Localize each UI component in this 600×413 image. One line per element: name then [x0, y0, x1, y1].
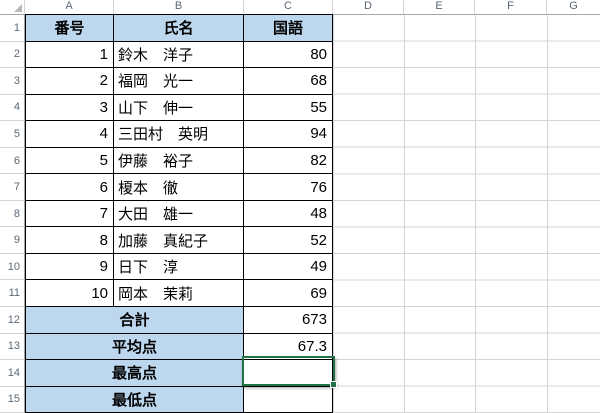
- cell-c6[interactable]: 82: [244, 147, 333, 175]
- select-all-corner[interactable]: [0, 0, 25, 14]
- row-header[interactable]: 2: [0, 42, 24, 69]
- row-header[interactable]: 5: [0, 121, 24, 148]
- row-header-strip: 1 2 3 4 5 6 7 8 9 10 11 12 13 14 15: [0, 15, 25, 413]
- cell-a6[interactable]: 5: [26, 147, 114, 175]
- gridline-vertical: [404, 15, 405, 413]
- cell-a15-merged[interactable]: 最低点: [26, 386, 244, 413]
- cell-c1[interactable]: 国語: [244, 15, 333, 42]
- row-header[interactable]: 14: [0, 360, 24, 387]
- cell-a12-merged[interactable]: 合計: [26, 307, 244, 334]
- column-header-g[interactable]: G: [569, 0, 578, 12]
- row-header[interactable]: 11: [0, 280, 24, 308]
- cell-b4[interactable]: 山下 伸一: [114, 94, 244, 122]
- cell-c4[interactable]: 55: [244, 94, 333, 122]
- cell-c15[interactable]: [244, 386, 333, 413]
- cell-b7[interactable]: 榎本 徹: [114, 174, 244, 201]
- cell-a2[interactable]: 1: [26, 41, 114, 69]
- cell-b3[interactable]: 福岡 光一: [114, 68, 244, 95]
- cell-b6[interactable]: 伊藤 裕子: [114, 147, 244, 175]
- cell-b9[interactable]: 加藤 真紀子: [114, 227, 244, 254]
- cell-c7[interactable]: 76: [244, 174, 333, 201]
- row-header[interactable]: 8: [0, 201, 24, 228]
- cell-c10[interactable]: 49: [244, 253, 333, 281]
- cell-a7[interactable]: 6: [26, 174, 114, 201]
- cell-a11[interactable]: 10: [26, 280, 114, 308]
- row-header[interactable]: 9: [0, 227, 24, 254]
- cell-a9[interactable]: 8: [26, 227, 114, 254]
- column-header-strip: A B C D E F G: [0, 0, 600, 15]
- cell-a5[interactable]: 4: [26, 121, 114, 148]
- gridline-vertical: [475, 15, 476, 413]
- cell-b5[interactable]: 三田村 英明: [114, 121, 244, 148]
- row-header[interactable]: 12: [0, 307, 24, 334]
- cell-c9[interactable]: 52: [244, 227, 333, 254]
- cell-a1[interactable]: 番号: [26, 15, 114, 42]
- cell-b1[interactable]: 氏名: [114, 15, 244, 42]
- cell-a14-merged[interactable]: 最高点: [26, 360, 244, 387]
- selection-box: [242, 356, 337, 388]
- cell-c2[interactable]: 80: [244, 41, 333, 69]
- cell-c11[interactable]: 69: [244, 280, 333, 308]
- cell-c14[interactable]: [244, 360, 333, 387]
- row-header[interactable]: 3: [0, 68, 24, 95]
- row-header[interactable]: 7: [0, 174, 24, 201]
- cell-c8[interactable]: 48: [244, 200, 333, 228]
- column-header-c[interactable]: C: [244, 0, 333, 14]
- cell-a3[interactable]: 2: [26, 68, 114, 95]
- gridline-vertical: [333, 15, 334, 413]
- column-header-a[interactable]: A: [25, 0, 114, 14]
- cell-a8[interactable]: 7: [26, 200, 114, 228]
- row-header[interactable]: 10: [0, 254, 24, 281]
- cell-c3[interactable]: 68: [244, 68, 333, 95]
- cell-a4[interactable]: 3: [26, 94, 114, 122]
- row-header[interactable]: 13: [0, 334, 24, 361]
- row-header[interactable]: 4: [0, 95, 24, 122]
- grade-table: 番号 氏名 国語 1 鈴木 洋子 80 2 福岡 光一 68 3 山下 伸一 5…: [25, 14, 333, 413]
- cell-b10[interactable]: 日下 淳: [114, 253, 244, 281]
- cell-c5[interactable]: 94: [244, 121, 333, 148]
- cell-b11[interactable]: 岡本 茉莉: [114, 280, 244, 308]
- select-all-triangle-icon: [14, 4, 22, 12]
- cell-b8[interactable]: 大田 雄一: [114, 200, 244, 228]
- cell-a13-merged[interactable]: 平均点: [26, 333, 244, 361]
- row-header[interactable]: 15: [0, 387, 24, 413]
- row-header[interactable]: 1: [0, 15, 24, 42]
- row-header[interactable]: 6: [0, 148, 24, 175]
- column-header-d[interactable]: D: [333, 0, 404, 14]
- cell-b2[interactable]: 鈴木 洋子: [114, 41, 244, 69]
- column-header-f[interactable]: F: [475, 0, 547, 14]
- cell-c12[interactable]: 673: [244, 307, 333, 334]
- column-header-b[interactable]: B: [114, 0, 244, 14]
- gridline-vertical: [547, 15, 548, 413]
- cell-a10[interactable]: 9: [26, 253, 114, 281]
- column-header-e[interactable]: E: [404, 0, 475, 14]
- cell-c13[interactable]: 67.3: [244, 333, 333, 361]
- fill-handle[interactable]: [330, 381, 337, 388]
